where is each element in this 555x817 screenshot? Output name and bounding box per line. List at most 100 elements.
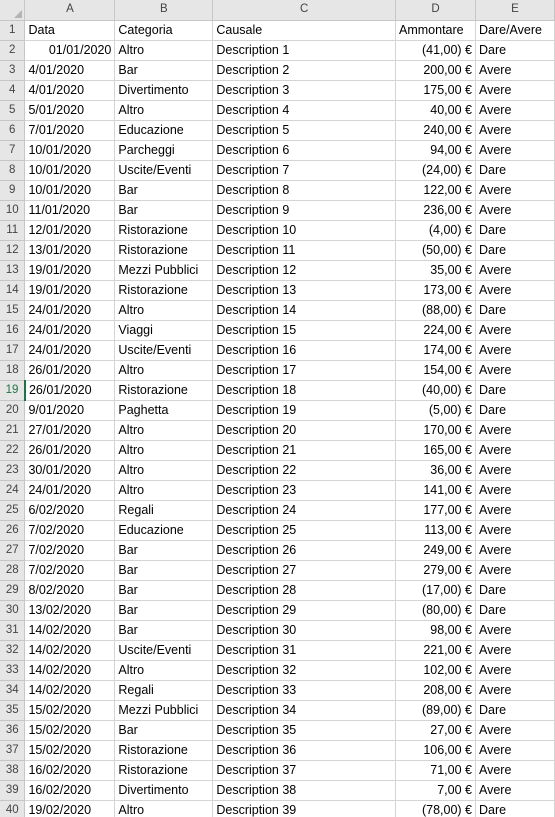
cell-data[interactable]: 14/02/2020 (24, 620, 116, 641)
cell-causale[interactable]: Description 2 (212, 60, 397, 81)
cell-causale[interactable]: Description 34 (212, 700, 397, 721)
cell-dare-avere[interactable]: Avere (475, 360, 555, 381)
cell-categoria[interactable]: Bar (114, 200, 214, 221)
cell-dare-avere[interactable]: Avere (475, 340, 555, 361)
cell-causale[interactable]: Description 35 (212, 720, 397, 741)
cell-categoria[interactable]: Divertimento (114, 80, 214, 101)
cell-dare-avere[interactable]: Avere (475, 760, 555, 781)
cell-dare-avere[interactable]: Dare (475, 800, 555, 817)
cell-data[interactable]: 24/01/2020 (24, 340, 116, 361)
select-all-corner[interactable] (0, 0, 26, 21)
cell-ammontare[interactable]: 208,00 € (395, 680, 476, 701)
cell-causale[interactable]: Description 9 (212, 200, 397, 221)
cell-ammontare[interactable]: 40,00 € (395, 100, 476, 121)
cell-data[interactable]: 6/02/2020 (24, 500, 116, 521)
row-header[interactable]: 1 (0, 20, 26, 41)
cell-data[interactable]: 26/01/2020 (24, 380, 116, 401)
cell-causale[interactable]: Description 24 (212, 500, 397, 521)
row-header[interactable]: 18 (0, 360, 26, 381)
row-header[interactable]: 13 (0, 260, 26, 281)
cell-data[interactable]: 24/01/2020 (24, 300, 116, 321)
row-header[interactable]: 21 (0, 420, 26, 441)
cell-categoria[interactable]: Ristorazione (114, 740, 214, 761)
cell-categoria[interactable]: Altro (114, 360, 214, 381)
cell-categoria[interactable]: Bar (114, 620, 214, 641)
row-header[interactable]: 15 (0, 300, 26, 321)
cell-categoria[interactable]: Altro (114, 440, 214, 461)
cell-causale[interactable]: Description 16 (212, 340, 397, 361)
cell-ammontare[interactable]: (17,00) € (395, 580, 476, 601)
cell-categoria[interactable]: Bar (114, 60, 214, 81)
cell-dare-avere[interactable]: Avere (475, 540, 555, 561)
cell-causale[interactable]: Description 26 (212, 540, 397, 561)
cell-data[interactable]: 01/01/2020 (24, 40, 116, 61)
cell-categoria[interactable]: Altro (114, 420, 214, 441)
cell-data[interactable]: 14/02/2020 (24, 660, 116, 681)
cell-data[interactable]: 5/01/2020 (24, 100, 116, 121)
cell-dare-avere[interactable]: Avere (475, 740, 555, 761)
cell-categoria[interactable]: Uscite/Eventi (114, 160, 214, 181)
cell-data[interactable]: 27/01/2020 (24, 420, 116, 441)
cell-categoria[interactable]: Bar (114, 600, 214, 621)
row-header[interactable]: 4 (0, 80, 26, 101)
cell-categoria[interactable]: Mezzi Pubblici (114, 700, 214, 721)
row-header[interactable]: 3 (0, 60, 26, 81)
cell-ammontare[interactable]: Ammontare (395, 20, 476, 41)
cell-ammontare[interactable]: 94,00 € (395, 140, 476, 161)
cell-categoria[interactable]: Regali (114, 680, 214, 701)
cell-dare-avere[interactable]: Avere (475, 520, 555, 541)
row-header[interactable]: 6 (0, 120, 26, 141)
cell-causale[interactable]: Description 1 (212, 40, 397, 61)
cell-causale[interactable]: Description 33 (212, 680, 397, 701)
cell-dare-avere[interactable]: Dare (475, 700, 555, 721)
cell-categoria[interactable]: Uscite/Eventi (114, 640, 214, 661)
cell-ammontare[interactable]: 113,00 € (395, 520, 476, 541)
cell-categoria[interactable]: Parcheggi (114, 140, 214, 161)
cell-ammontare[interactable]: 240,00 € (395, 120, 476, 141)
cell-categoria[interactable]: Viaggi (114, 320, 214, 341)
row-header[interactable]: 31 (0, 620, 26, 641)
cell-data[interactable]: 9/01/2020 (24, 400, 116, 421)
cell-causale[interactable]: Causale (212, 20, 397, 41)
cell-dare-avere[interactable]: Avere (475, 660, 555, 681)
cell-causale[interactable]: Description 8 (212, 180, 397, 201)
row-header[interactable]: 28 (0, 560, 26, 581)
row-header[interactable]: 39 (0, 780, 26, 801)
cell-data[interactable]: 7/01/2020 (24, 120, 116, 141)
cell-causale[interactable]: Description 22 (212, 460, 397, 481)
cell-dare-avere[interactable]: Avere (475, 460, 555, 481)
cell-data[interactable]: 11/01/2020 (24, 200, 116, 221)
row-header[interactable]: 38 (0, 760, 26, 781)
row-header[interactable]: 24 (0, 480, 26, 501)
cell-categoria[interactable]: Altro (114, 40, 214, 61)
column-header-e[interactable]: E (475, 0, 555, 21)
cell-data[interactable]: 15/02/2020 (24, 740, 116, 761)
cell-dare-avere[interactable]: Avere (475, 120, 555, 141)
cell-categoria[interactable]: Bar (114, 540, 214, 561)
cell-causale[interactable]: Description 6 (212, 140, 397, 161)
cell-causale[interactable]: Description 14 (212, 300, 397, 321)
cell-data[interactable]: 24/01/2020 (24, 320, 116, 341)
cell-data[interactable]: 16/02/2020 (24, 780, 116, 801)
row-header[interactable]: 26 (0, 520, 26, 541)
cell-dare-avere[interactable]: Avere (475, 280, 555, 301)
cell-dare-avere[interactable]: Dare (475, 600, 555, 621)
cell-data[interactable]: 13/02/2020 (24, 600, 116, 621)
row-header[interactable]: 16 (0, 320, 26, 341)
cell-dare-avere[interactable]: Avere (475, 60, 555, 81)
cell-categoria[interactable]: Bar (114, 720, 214, 741)
cell-causale[interactable]: Description 13 (212, 280, 397, 301)
cell-causale[interactable]: Description 37 (212, 760, 397, 781)
cell-dare-avere[interactable]: Avere (475, 560, 555, 581)
row-header[interactable]: 27 (0, 540, 26, 561)
column-header-b[interactable]: B (114, 0, 214, 21)
cell-data[interactable]: 8/02/2020 (24, 580, 116, 601)
cell-causale[interactable]: Description 18 (212, 380, 397, 401)
cell-categoria[interactable]: Categoria (114, 20, 214, 41)
cell-causale[interactable]: Description 27 (212, 560, 397, 581)
cell-dare-avere[interactable]: Avere (475, 680, 555, 701)
row-header[interactable]: 40 (0, 800, 26, 817)
cell-data[interactable]: 7/02/2020 (24, 540, 116, 561)
cell-data[interactable]: 4/01/2020 (24, 80, 116, 101)
cell-data[interactable]: 15/02/2020 (24, 700, 116, 721)
